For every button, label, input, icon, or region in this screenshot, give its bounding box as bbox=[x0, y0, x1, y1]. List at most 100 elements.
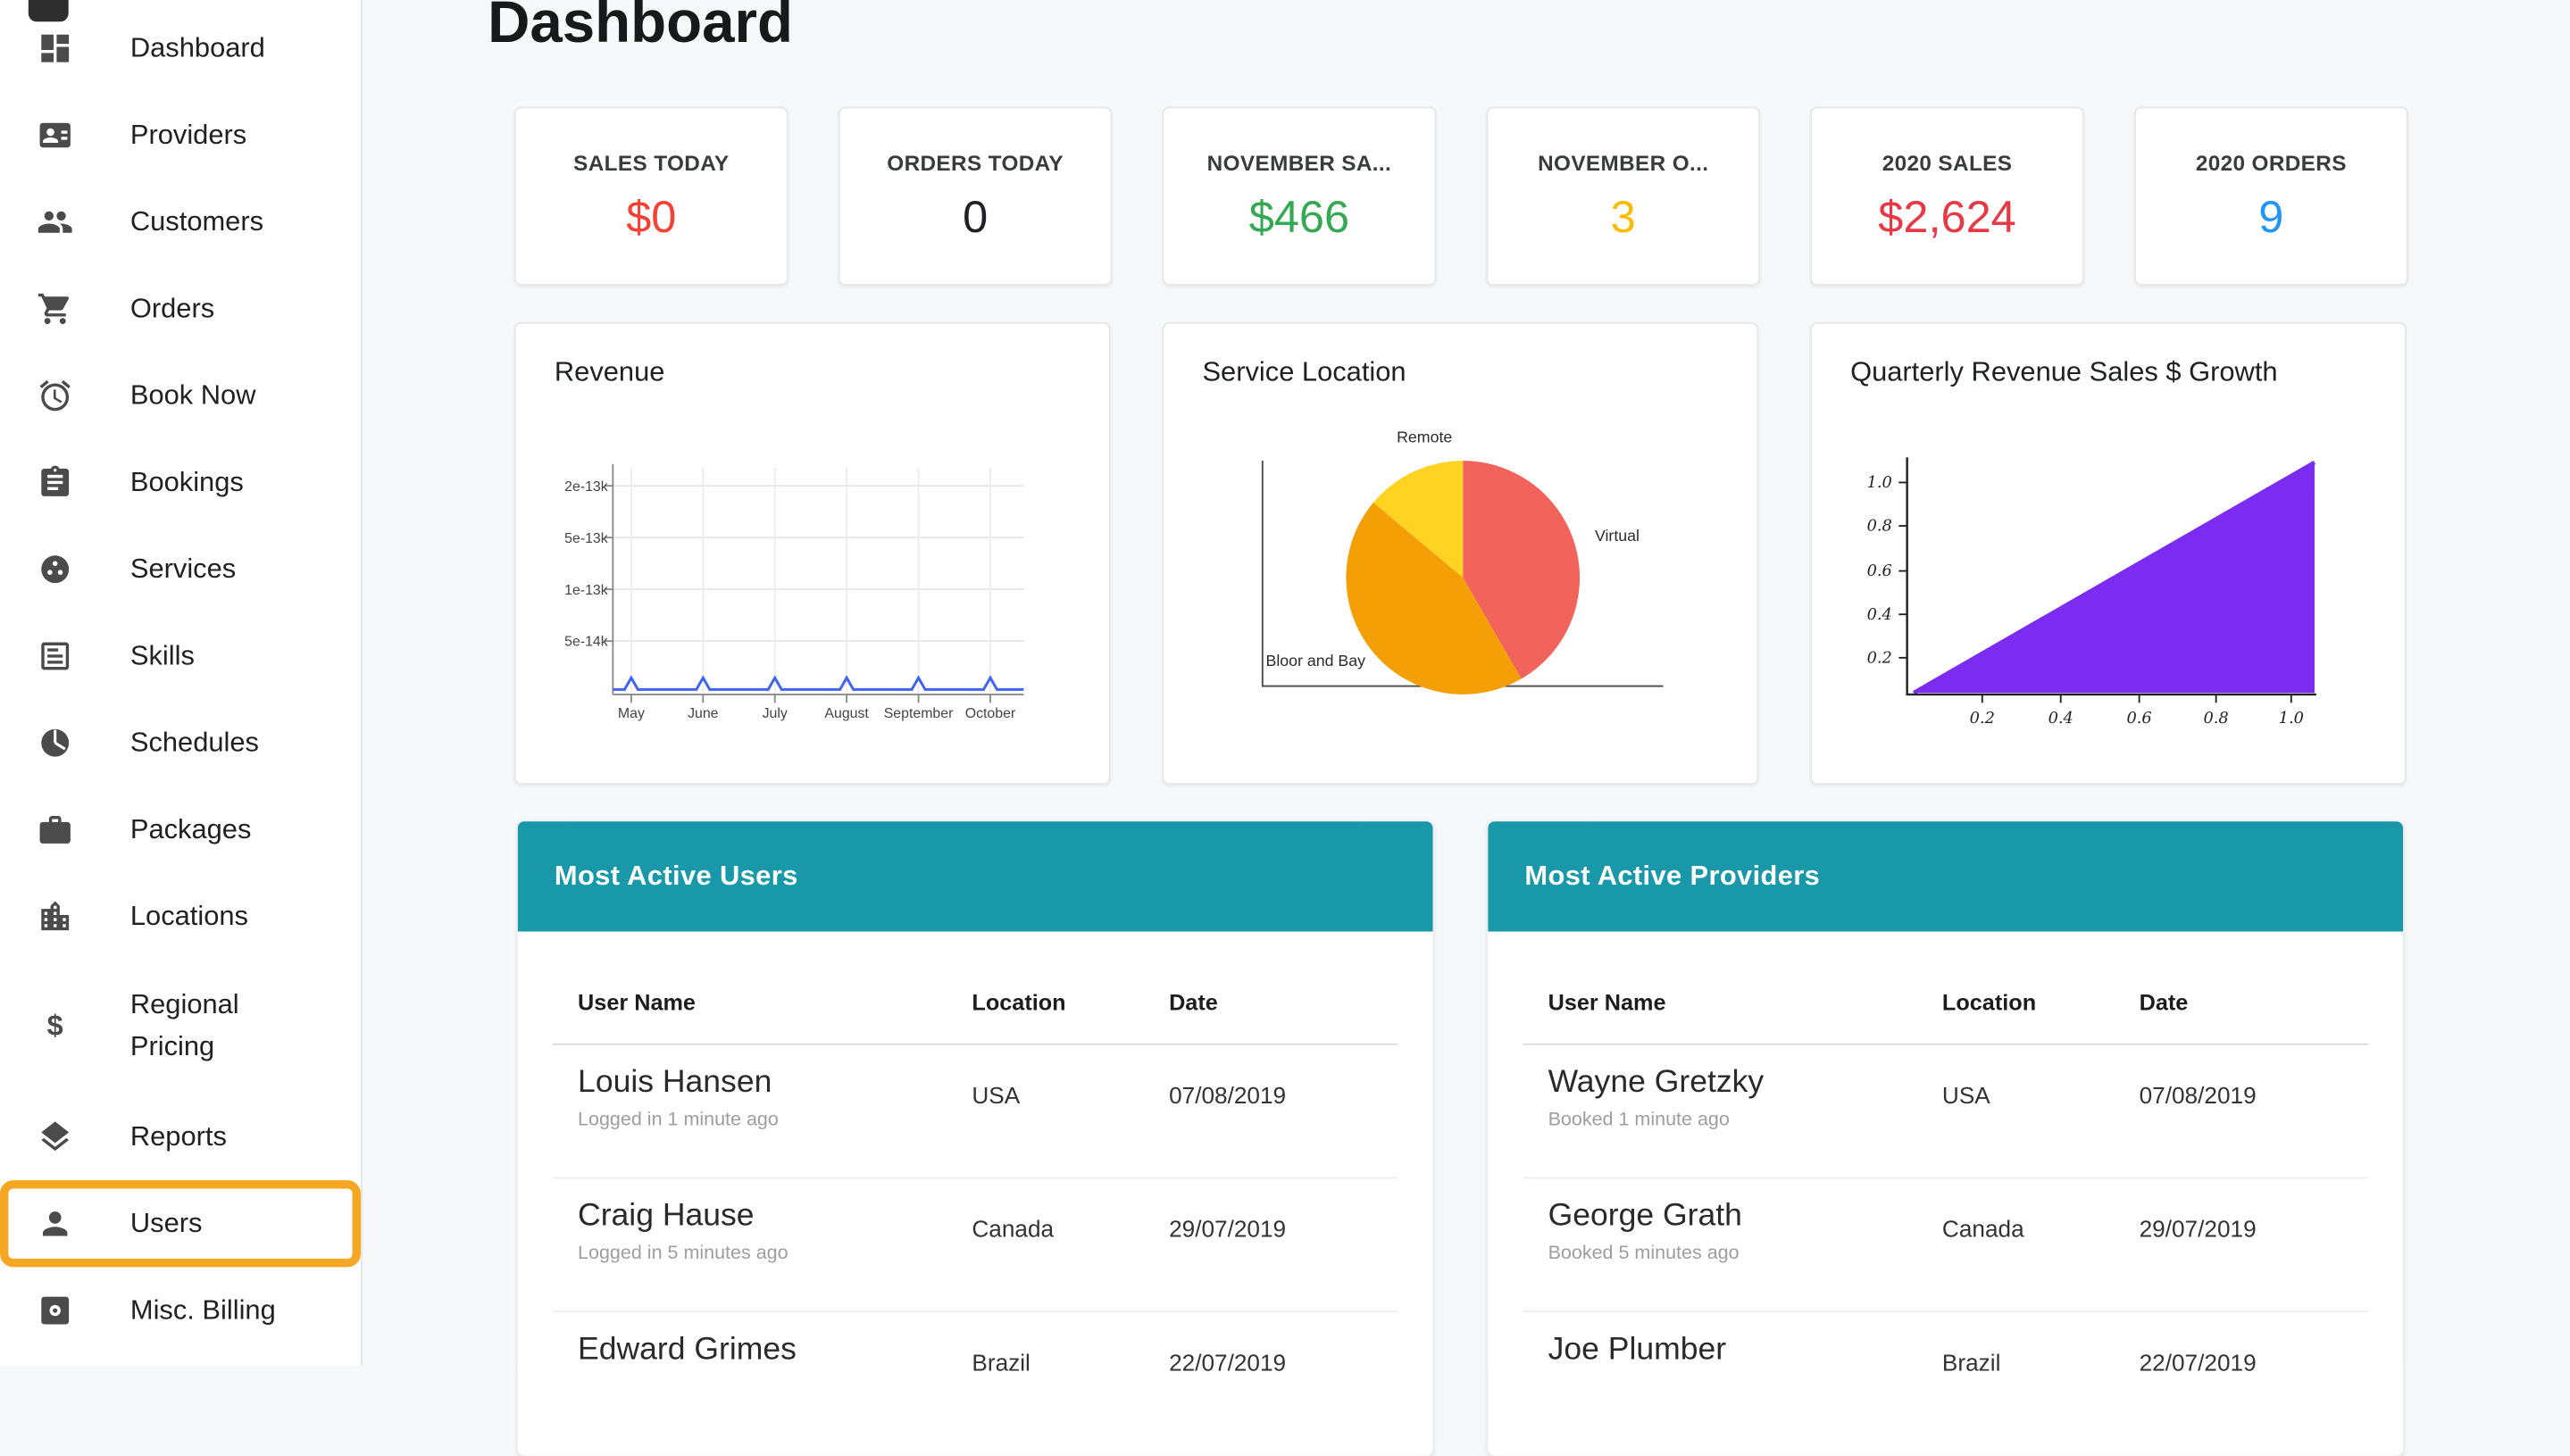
divider bbox=[1523, 1043, 2368, 1045]
table-row: Edward Grimes Brazil 22/07/2019 bbox=[518, 1312, 1433, 1444]
sidebar-item-label: Providers bbox=[129, 119, 247, 150]
customers-icon bbox=[37, 204, 73, 240]
column-header: Location bbox=[1941, 989, 2037, 1016]
table-column-headers: User Name Location Date bbox=[1488, 932, 2403, 1044]
chart-title: Service Location bbox=[1202, 357, 1406, 387]
date-cell: 22/07/2019 bbox=[1169, 1349, 1287, 1376]
packages-icon bbox=[37, 811, 73, 848]
sidebar-item-locations[interactable]: Locations bbox=[0, 873, 361, 960]
table-title: Most Active Users bbox=[554, 861, 798, 891]
date-cell: 29/07/2019 bbox=[2139, 1215, 2257, 1243]
providers-icon bbox=[37, 117, 73, 154]
stat-label: NOVEMBER O... bbox=[1538, 149, 1709, 175]
user-name: George Grath bbox=[1548, 1198, 1742, 1235]
column-header: Location bbox=[972, 989, 1066, 1016]
x-tick-label: 0.2 bbox=[1970, 710, 1995, 728]
revenue-grid bbox=[613, 467, 1024, 695]
stat-value: $466 bbox=[1248, 191, 1350, 242]
stat-value: 9 bbox=[2258, 191, 2284, 242]
user-cell: Joe Plumber bbox=[1548, 1332, 1942, 1444]
sidebar-item-skills[interactable]: Skills bbox=[0, 612, 361, 699]
sidebar-item-customers[interactable]: Customers bbox=[0, 179, 361, 265]
sidebar-item-services[interactable]: Services bbox=[0, 526, 361, 612]
main-content: Dashboard SALES TODAY $0 ORDERS TODAY 0 … bbox=[363, 0, 2570, 1456]
sidebar-item-bookings[interactable]: Bookings bbox=[0, 439, 361, 526]
x-tick-label: June bbox=[688, 706, 719, 721]
sidebar-item-users[interactable]: Users bbox=[0, 1180, 361, 1268]
menu-icon[interactable] bbox=[28, 0, 69, 22]
pie-label-virtual: Virtual bbox=[1595, 527, 1640, 545]
x-tick-label: October bbox=[965, 706, 1016, 721]
sidebar-item-providers[interactable]: Providers bbox=[0, 92, 361, 179]
quarterly-x-tick-labels: 0.2 0.4 0.6 0.8 1.0 bbox=[1970, 710, 2304, 728]
sidebar-item-label: Reports bbox=[129, 1120, 227, 1152]
locations-icon bbox=[37, 898, 73, 935]
pie-slice-bloor-and-bay bbox=[1346, 502, 1522, 695]
sidebar-item-regional-pricing[interactable]: $ Regional Pricing bbox=[0, 960, 361, 1094]
user-cell: Edward Grimes bbox=[578, 1332, 972, 1444]
sidebar-item-label: Skills bbox=[129, 640, 195, 670]
table-row: Craig Hause Logged in 5 minutes ago Cana… bbox=[518, 1178, 1433, 1310]
stat-value: 3 bbox=[1610, 191, 1636, 242]
chart-title: Quarterly Revenue Sales $ Growth bbox=[1850, 357, 2278, 387]
x-tick-label: September bbox=[884, 706, 954, 721]
svg-text:$: $ bbox=[47, 1010, 63, 1042]
x-tick-label: 0.8 bbox=[2204, 710, 2229, 728]
stat-value: 0 bbox=[963, 191, 989, 242]
user-cell: Craig Hause Logged in 5 minutes ago bbox=[578, 1199, 972, 1310]
sidebar-item-label: Locations bbox=[129, 900, 248, 931]
table-title-bar: Most Active Providers bbox=[1488, 821, 2404, 932]
divider bbox=[553, 1310, 1398, 1312]
sidebar-item-label: Book Now bbox=[129, 379, 256, 411]
user-name: Joe Plumber bbox=[1548, 1332, 1727, 1368]
y-tick-label: 0.6 bbox=[1867, 562, 1892, 580]
quarterly-growth-area-chart: 1.0 0.8 0.6 0.4 0.2 0.2 0.4 0.6 0.8 1.0 bbox=[1867, 457, 2316, 728]
user-name: Craig Hause bbox=[578, 1198, 755, 1235]
x-tick-label: 0.4 bbox=[2048, 710, 2074, 728]
sidebar-item-orders[interactable]: Orders bbox=[0, 265, 361, 352]
user-activity: Logged in 5 minutes ago bbox=[578, 1244, 789, 1264]
orders-icon bbox=[37, 290, 73, 327]
quarterly-growth-chart-card: Quarterly Revenue Sales $ Growth bbox=[1810, 321, 2407, 785]
sidebar-item-packages[interactable]: Packages bbox=[0, 786, 361, 873]
user-name: Louis Hansen bbox=[578, 1065, 772, 1101]
x-tick-label: July bbox=[763, 706, 788, 721]
y-tick-label: 0.8 bbox=[1867, 518, 1892, 536]
date-cell: 29/07/2019 bbox=[1169, 1215, 1287, 1243]
most-active-providers-card: Most Active Providers User Name Location… bbox=[1488, 821, 2404, 1456]
pie-slice-remote bbox=[1373, 461, 1464, 578]
dashboard-icon bbox=[37, 30, 73, 67]
skills-icon bbox=[37, 637, 73, 674]
quarterly-y-tick-labels: 1.0 0.8 0.6 0.4 0.2 bbox=[1867, 474, 1892, 667]
date-cell: 07/08/2019 bbox=[2139, 1081, 2257, 1109]
sidebar-item-misc-billing[interactable]: Misc. Billing bbox=[0, 1267, 361, 1353]
sidebar-item-label: Bookings bbox=[129, 466, 244, 497]
column-header: Date bbox=[1169, 989, 1218, 1016]
table-title: Most Active Providers bbox=[1524, 861, 1821, 891]
regional-pricing-icon: $ bbox=[37, 1009, 73, 1045]
revenue-axes bbox=[604, 463, 1024, 703]
page-title: Dashboard bbox=[488, 0, 793, 55]
sidebar-item-dashboard[interactable]: Dashboard bbox=[0, 5, 361, 92]
x-tick-label: 1.0 bbox=[2279, 710, 2304, 728]
sidebar-item-label: Misc. Billing bbox=[129, 1294, 276, 1325]
schedules-icon bbox=[37, 725, 73, 761]
sidebar-item-book-now[interactable]: Book Now bbox=[0, 353, 361, 439]
stat-card-november-orders: NOVEMBER O... 3 bbox=[1486, 106, 1761, 286]
table-row: Wayne Gretzky Booked 1 minute ago USA 07… bbox=[1488, 1045, 2403, 1177]
stat-label: SALES TODAY bbox=[573, 149, 730, 175]
location-cell: Canada bbox=[972, 1215, 1055, 1243]
sidebar-item-schedules[interactable]: Schedules bbox=[0, 700, 361, 786]
table-row: Louis Hansen Logged in 1 minute ago USA … bbox=[518, 1045, 1433, 1177]
divider bbox=[553, 1177, 1398, 1179]
table-row: George Grath Booked 5 minutes ago Canada… bbox=[1488, 1178, 2403, 1310]
sidebar-nav: Dashboard Providers Customers Orders bbox=[0, 5, 361, 1354]
location-cell: USA bbox=[1941, 1081, 1990, 1109]
service-location-pie-chart: Remote Virtual Bloor and Bay bbox=[1261, 428, 1664, 695]
y-tick-label: 2e-13k bbox=[564, 479, 608, 495]
sidebar-item-reports[interactable]: Reports bbox=[0, 1094, 361, 1180]
divider bbox=[1523, 1177, 2368, 1179]
table-title-bar: Most Active Users bbox=[517, 821, 1433, 932]
y-tick-label: 0.4 bbox=[1867, 606, 1892, 624]
column-header: Date bbox=[2139, 989, 2189, 1016]
